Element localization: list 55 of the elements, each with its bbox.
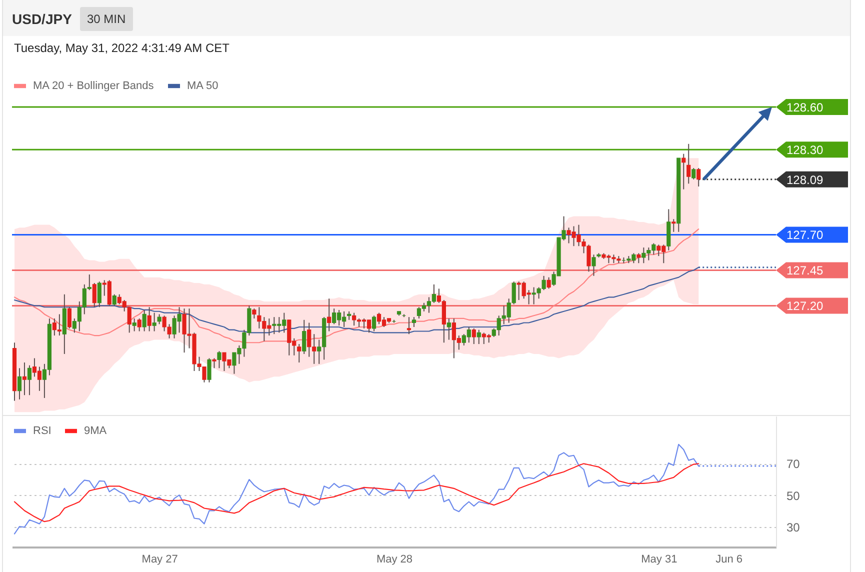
candlestick — [472, 328, 476, 345]
y-tick-label: 128.60 — [786, 100, 824, 114]
candlestick — [412, 316, 416, 328]
candlestick — [27, 364, 32, 396]
candlestick — [207, 358, 212, 383]
legend-label: RSI — [33, 425, 52, 437]
candlestick — [97, 281, 102, 308]
candlestick — [132, 318, 136, 332]
candlestick — [546, 276, 551, 290]
candlestick — [327, 298, 332, 332]
y-tick-label: 128.09 — [786, 172, 824, 187]
candlestick — [157, 314, 162, 325]
candlestick — [212, 358, 216, 369]
chart-title: USD/JPY — [12, 11, 72, 27]
x-tick-label: May 31 — [641, 554, 678, 566]
candlestick — [682, 153, 686, 190]
x-tick-label: Jun 6 — [716, 554, 743, 566]
y-tick-label: 30 — [786, 520, 800, 535]
candlestick — [147, 306, 152, 332]
candlestick — [112, 294, 116, 306]
candlestick — [692, 168, 696, 180]
candlestick — [67, 306, 72, 329]
candlestick — [22, 362, 27, 396]
x-tick-label: May 28 — [376, 554, 413, 566]
candlestick — [446, 318, 451, 340]
candlestick — [252, 308, 256, 319]
x-tick-label: May 27 — [142, 554, 178, 566]
candlestick — [217, 350, 222, 369]
candlestick — [636, 252, 641, 264]
y-tick-label: 127.20 — [786, 299, 824, 314]
legend-label: 9MA — [84, 425, 108, 437]
candlestick — [92, 282, 96, 308]
candlestick — [406, 316, 412, 335]
chart-subtitle: Tuesday, May 31, 2022 4:31:49 AM CET — [14, 41, 230, 55]
candlestick — [476, 329, 481, 345]
line-series — [14, 463, 700, 522]
candlestick — [686, 143, 691, 184]
legend-label: MA 50 — [187, 80, 218, 92]
y-tick-label: 127.70 — [786, 228, 824, 242]
candlestick — [142, 309, 146, 332]
candlestick — [592, 254, 596, 276]
candlestick — [297, 344, 302, 363]
y-tick-label: 128.30 — [786, 143, 824, 158]
candlestick — [302, 319, 306, 354]
candlestick — [372, 315, 376, 332]
y-tick-label: 127.45 — [786, 264, 824, 278]
candlestick — [152, 312, 156, 332]
text: 30 MIN — [80, 7, 133, 31]
legend-label: MA 20 + Bollinger Bands — [33, 80, 154, 92]
y-tick-label: 70 — [786, 457, 800, 472]
candlestick — [137, 318, 142, 332]
candlestick — [17, 368, 22, 400]
y-tick-label: 50 — [786, 488, 800, 503]
candlestick — [696, 168, 701, 187]
candlestick — [672, 218, 676, 232]
